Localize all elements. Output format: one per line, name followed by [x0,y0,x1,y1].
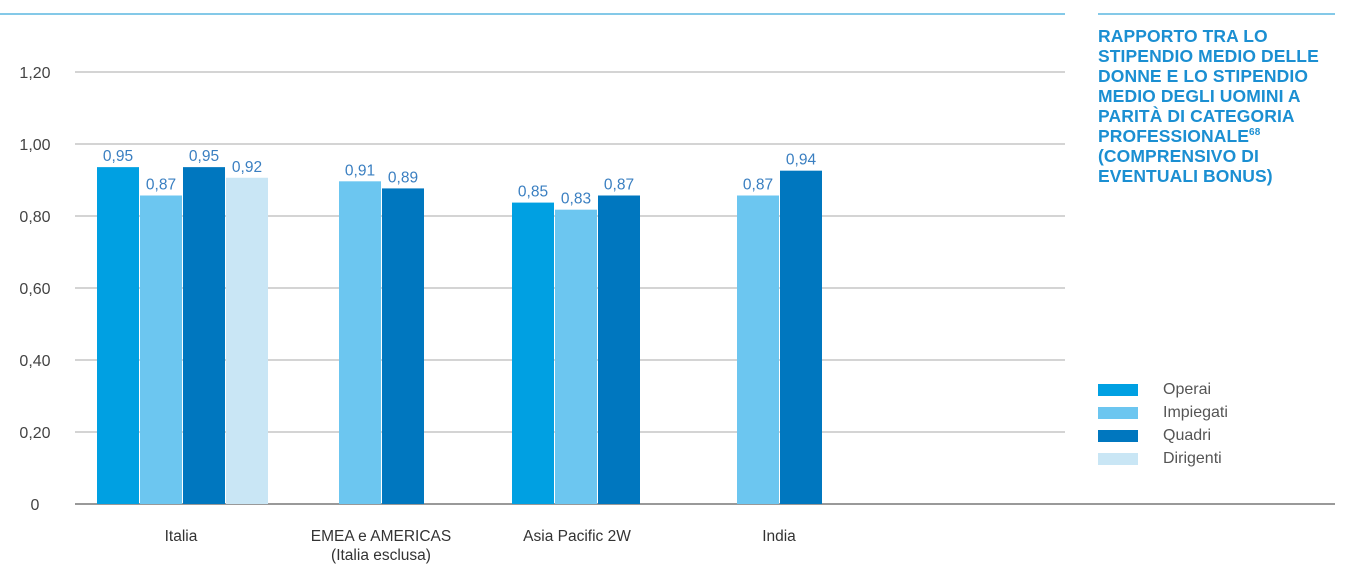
x-tick-label-line: Italia [165,528,198,545]
bar-impiegati [140,195,182,505]
y-tick-label: 0,60 [19,281,50,298]
data-label: 0,85 [518,184,548,201]
x-tick-label-line: (Italia esclusa) [331,547,431,564]
y-tick-label: 0,20 [19,425,50,442]
chart-title: RAPPORTO TRA LO STIPENDIO MEDIO DELLE DO… [1098,26,1338,186]
data-label: 0,87 [604,176,634,193]
chart-title-text: RAPPORTO TRA LO STIPENDIO MEDIO DELLE DO… [1098,26,1319,146]
x-tick-label: Italia [165,528,198,545]
legend-label: Impiegati [1163,403,1228,421]
data-label: 0,87 [146,176,176,193]
bar-dirigenti [226,177,268,504]
chart-title-suffix: (COMPRENSIVO DI EVENTUALI BONUS) [1098,146,1273,186]
data-label: 0,94 [786,152,817,169]
bar-impiegati [339,181,381,504]
legend-item: Dirigenti [1098,447,1338,470]
legend-label: Dirigenti [1163,449,1222,467]
y-tick-label: 0,40 [19,353,50,370]
x-tick-label-line: EMEA e AMERICAS [311,528,451,545]
bar-impiegati [737,195,779,505]
bar-operai [97,167,139,504]
data-label: 0,91 [345,162,375,179]
title-footnote: 68 [1249,127,1261,139]
bar-impiegati [555,209,597,504]
y-tick-label: 1,00 [19,137,50,154]
y-tick-label: 1,20 [19,65,50,82]
data-label: 0,87 [743,176,773,193]
legend-item: Quadri [1098,424,1338,447]
data-label: 0,95 [189,148,219,165]
legend-swatch [1098,383,1138,396]
legend-swatch [1098,452,1138,465]
x-tick-label-line: Asia Pacific 2W [523,528,631,545]
legend-label: Quadri [1163,426,1212,444]
bar-quadri [780,170,822,504]
x-tick-label: Asia Pacific 2W [523,528,631,545]
legend-swatch [1098,406,1138,419]
legend-label: Operai [1163,380,1212,398]
y-tick-label: 0,80 [19,209,50,226]
bar-operai [512,202,554,504]
legend-item: Operai [1098,378,1338,401]
y-tick-label: 0 [31,497,40,514]
bar-quadri [598,195,640,505]
data-label: 0,83 [561,191,591,208]
legend-item: Impiegati [1098,401,1338,424]
legend-swatch [1098,429,1138,442]
data-label: 0,89 [388,169,418,186]
data-label: 0,95 [103,148,133,165]
x-tick-label: India [762,528,796,545]
data-label: 0,92 [232,159,262,176]
bar-quadri [382,188,424,504]
bar-quadri [183,167,225,504]
x-tick-label: EMEA e AMERICAS (Italia esclusa) [311,528,451,564]
x-tick-label-line: India [762,528,796,545]
chart-legend: Operai Impiegati Quadri Dirigenti [1098,378,1338,470]
